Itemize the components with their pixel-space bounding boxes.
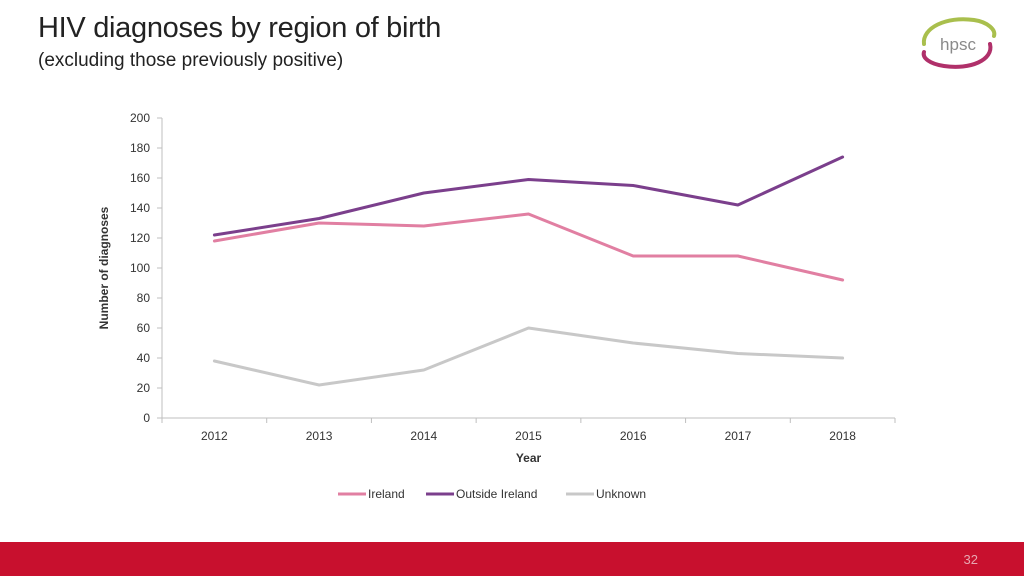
y-tick-label: 80 bbox=[137, 291, 151, 305]
series-lines bbox=[212, 155, 845, 387]
footer-bar: 32 bbox=[0, 542, 1024, 576]
line-chart: 0 20 40 60 80 100 120 140 160 180 200 2012 2013 2014 2… bbox=[97, 111, 896, 501]
x-axis-title: Year bbox=[516, 451, 542, 465]
y-tick-label: 200 bbox=[130, 111, 150, 125]
legend-label-unknown: Unknown bbox=[596, 487, 646, 501]
legend-label-outside-ireland: Outside Ireland bbox=[456, 487, 537, 501]
y-tick-label: 0 bbox=[143, 411, 150, 425]
y-tick-label: 20 bbox=[137, 381, 151, 395]
y-tick-label: 160 bbox=[130, 171, 150, 185]
slide-title: HIV diagnoses by region of birth bbox=[38, 12, 442, 44]
x-tick-label: 2012 bbox=[201, 429, 228, 443]
y-tick-label: 100 bbox=[130, 261, 150, 275]
y-tick-label: 180 bbox=[130, 141, 150, 155]
y-tick-label: 60 bbox=[137, 321, 151, 335]
x-tick-label: 2018 bbox=[829, 429, 856, 443]
legend-label-ireland: Ireland bbox=[368, 487, 405, 501]
page-number: 32 bbox=[963, 552, 978, 567]
y-tick-label: 120 bbox=[130, 231, 150, 245]
legend: Ireland Outside Ireland Unknown bbox=[338, 487, 646, 501]
slide-subtitle: (excluding those previously positive) bbox=[38, 50, 344, 71]
hpsc-logo: hpsc bbox=[921, 17, 997, 69]
x-tick-label: 2016 bbox=[620, 429, 647, 443]
series-line-outside-ireland bbox=[212, 155, 845, 237]
x-tick-label: 2015 bbox=[515, 429, 542, 443]
x-tick-label: 2014 bbox=[410, 429, 437, 443]
y-axis-title: Number of diagnoses bbox=[97, 206, 111, 329]
axes: 0 20 40 60 80 100 120 140 160 180 200 2012 2013 2014 2… bbox=[97, 111, 896, 465]
y-tick-label: 140 bbox=[130, 201, 150, 215]
y-tick-label: 40 bbox=[137, 351, 151, 365]
logo-text: hpsc bbox=[940, 35, 976, 54]
series-line-unknown bbox=[212, 326, 845, 387]
x-tick-label: 2017 bbox=[725, 429, 752, 443]
series-line-ireland bbox=[212, 212, 845, 282]
x-tick-label: 2013 bbox=[306, 429, 333, 443]
